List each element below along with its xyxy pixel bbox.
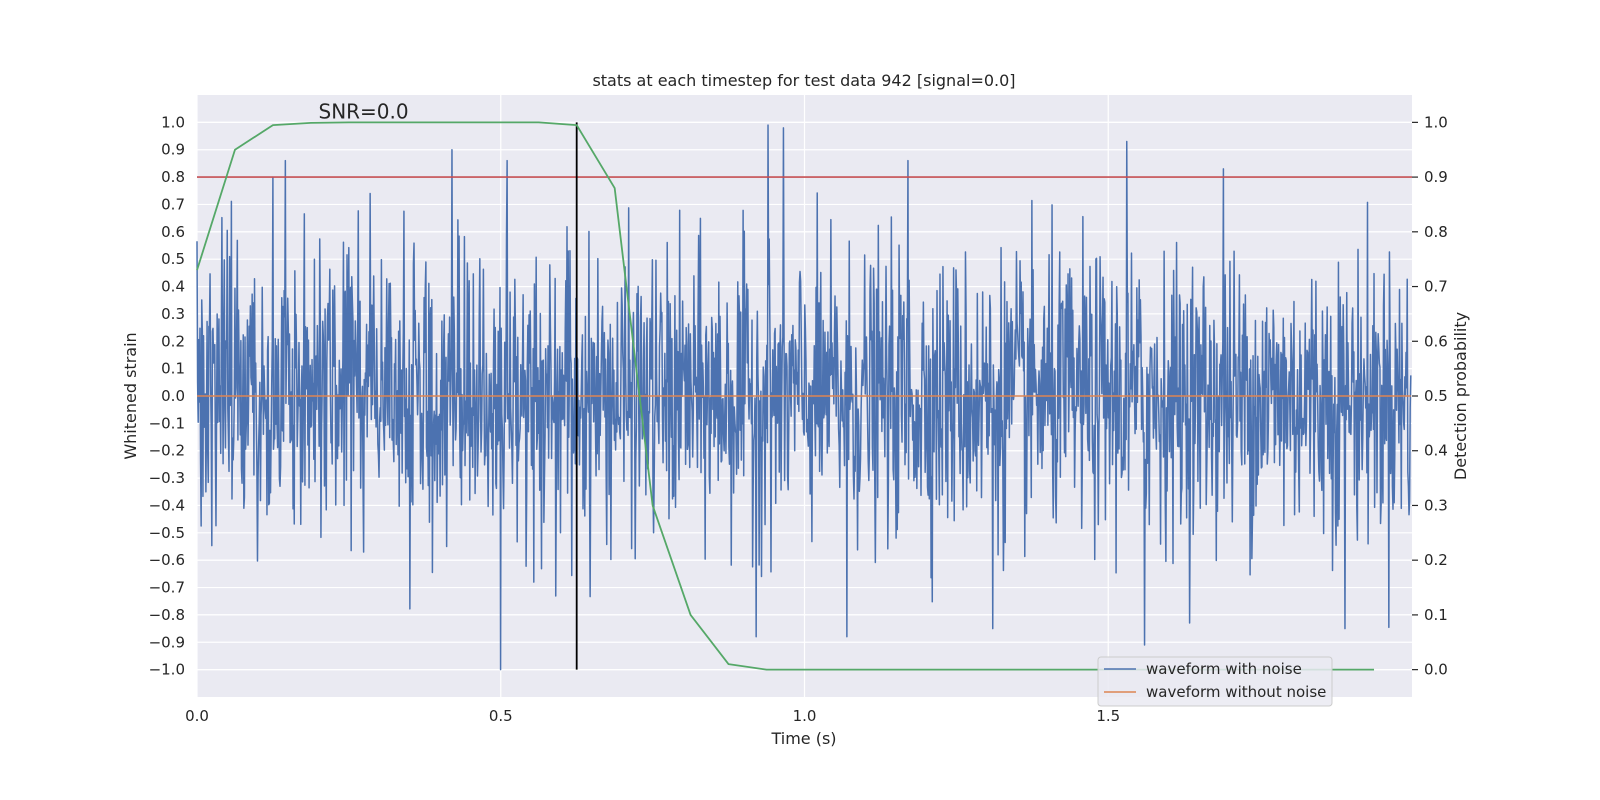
y-left-tick-label: 0.5: [161, 250, 185, 268]
y-left-tick-label: −0.1: [149, 414, 185, 432]
y-right-tick-label: 0.2: [1424, 551, 1448, 569]
y-right-tick-label: 0.7: [1424, 278, 1448, 296]
y-axis-label-right: Detection probability: [1451, 312, 1470, 480]
y-right-tick-label: 0.4: [1424, 442, 1448, 460]
y-left-tick-label: 0.8: [161, 168, 185, 186]
y-right-tick-label: 0.8: [1424, 223, 1448, 241]
y-left-tick-label: −0.3: [149, 469, 185, 487]
snr-annotation: SNR=0.0: [319, 99, 409, 123]
y-right-tick-label: 0.0: [1424, 661, 1448, 679]
y-axis-label-left: Whitened strain: [121, 332, 140, 459]
axes-layer: 0.0 0.5 1.0 1.5 −1.0 −0.9 −0.8 −0.7 −0.6 −0.5 −0.4…: [149, 113, 1448, 725]
legend: waveform with noise waveform without noi…: [1097, 656, 1333, 707]
x-tick-label: 0.0: [185, 707, 209, 725]
legend-label-without-noise: waveform without noise: [1146, 683, 1326, 701]
y-left-tick-label: −0.2: [149, 442, 185, 460]
y-right-tick-label: 0.1: [1424, 606, 1448, 624]
y-left-tick-label: 0.9: [161, 141, 185, 159]
y-left-tick-label: −0.8: [149, 606, 185, 624]
x-tick-label: 1.5: [1096, 707, 1120, 725]
y-left-tick-label: 0.7: [161, 195, 185, 213]
x-tick-label: 1.0: [793, 707, 817, 725]
y-left-tick-label: −0.4: [149, 496, 185, 514]
y-left-tick-label: 0.1: [161, 360, 185, 378]
chart-title: stats at each timestep for test data 942…: [592, 71, 1015, 90]
y-left-tick-label: 0.3: [161, 305, 185, 323]
y-left-tick-label: −0.6: [149, 551, 185, 569]
y-right-tick-label: 1.0: [1424, 113, 1448, 131]
y-left-tick-label: 0.4: [161, 278, 185, 296]
y-right-tick-label: 0.5: [1424, 387, 1448, 405]
x-tick-label: 0.5: [489, 707, 513, 725]
y-left-tick-label: −0.5: [149, 524, 185, 542]
legend-label-with-noise: waveform with noise: [1146, 660, 1302, 678]
y-left-tick-label: 0.6: [161, 223, 185, 241]
y-left-tick-label: −0.9: [149, 633, 185, 651]
y-right-tick-label: 0.6: [1424, 332, 1448, 350]
y-left-tick-label: −1.0: [149, 661, 185, 679]
y-left-tick-label: −0.7: [149, 579, 185, 597]
y-left-tick-label: 0.2: [161, 332, 185, 350]
y-right-tick-label: 0.3: [1424, 496, 1448, 514]
y-left-tick-label: 0.0: [161, 387, 185, 405]
legend-box: [1097, 656, 1333, 707]
waveform-with-noise-line: [196, 124, 1412, 671]
y-left-tick-label: 1.0: [161, 113, 185, 131]
y-right-tick-label: 0.9: [1424, 168, 1448, 186]
x-axis-label: Time (s): [770, 729, 836, 748]
